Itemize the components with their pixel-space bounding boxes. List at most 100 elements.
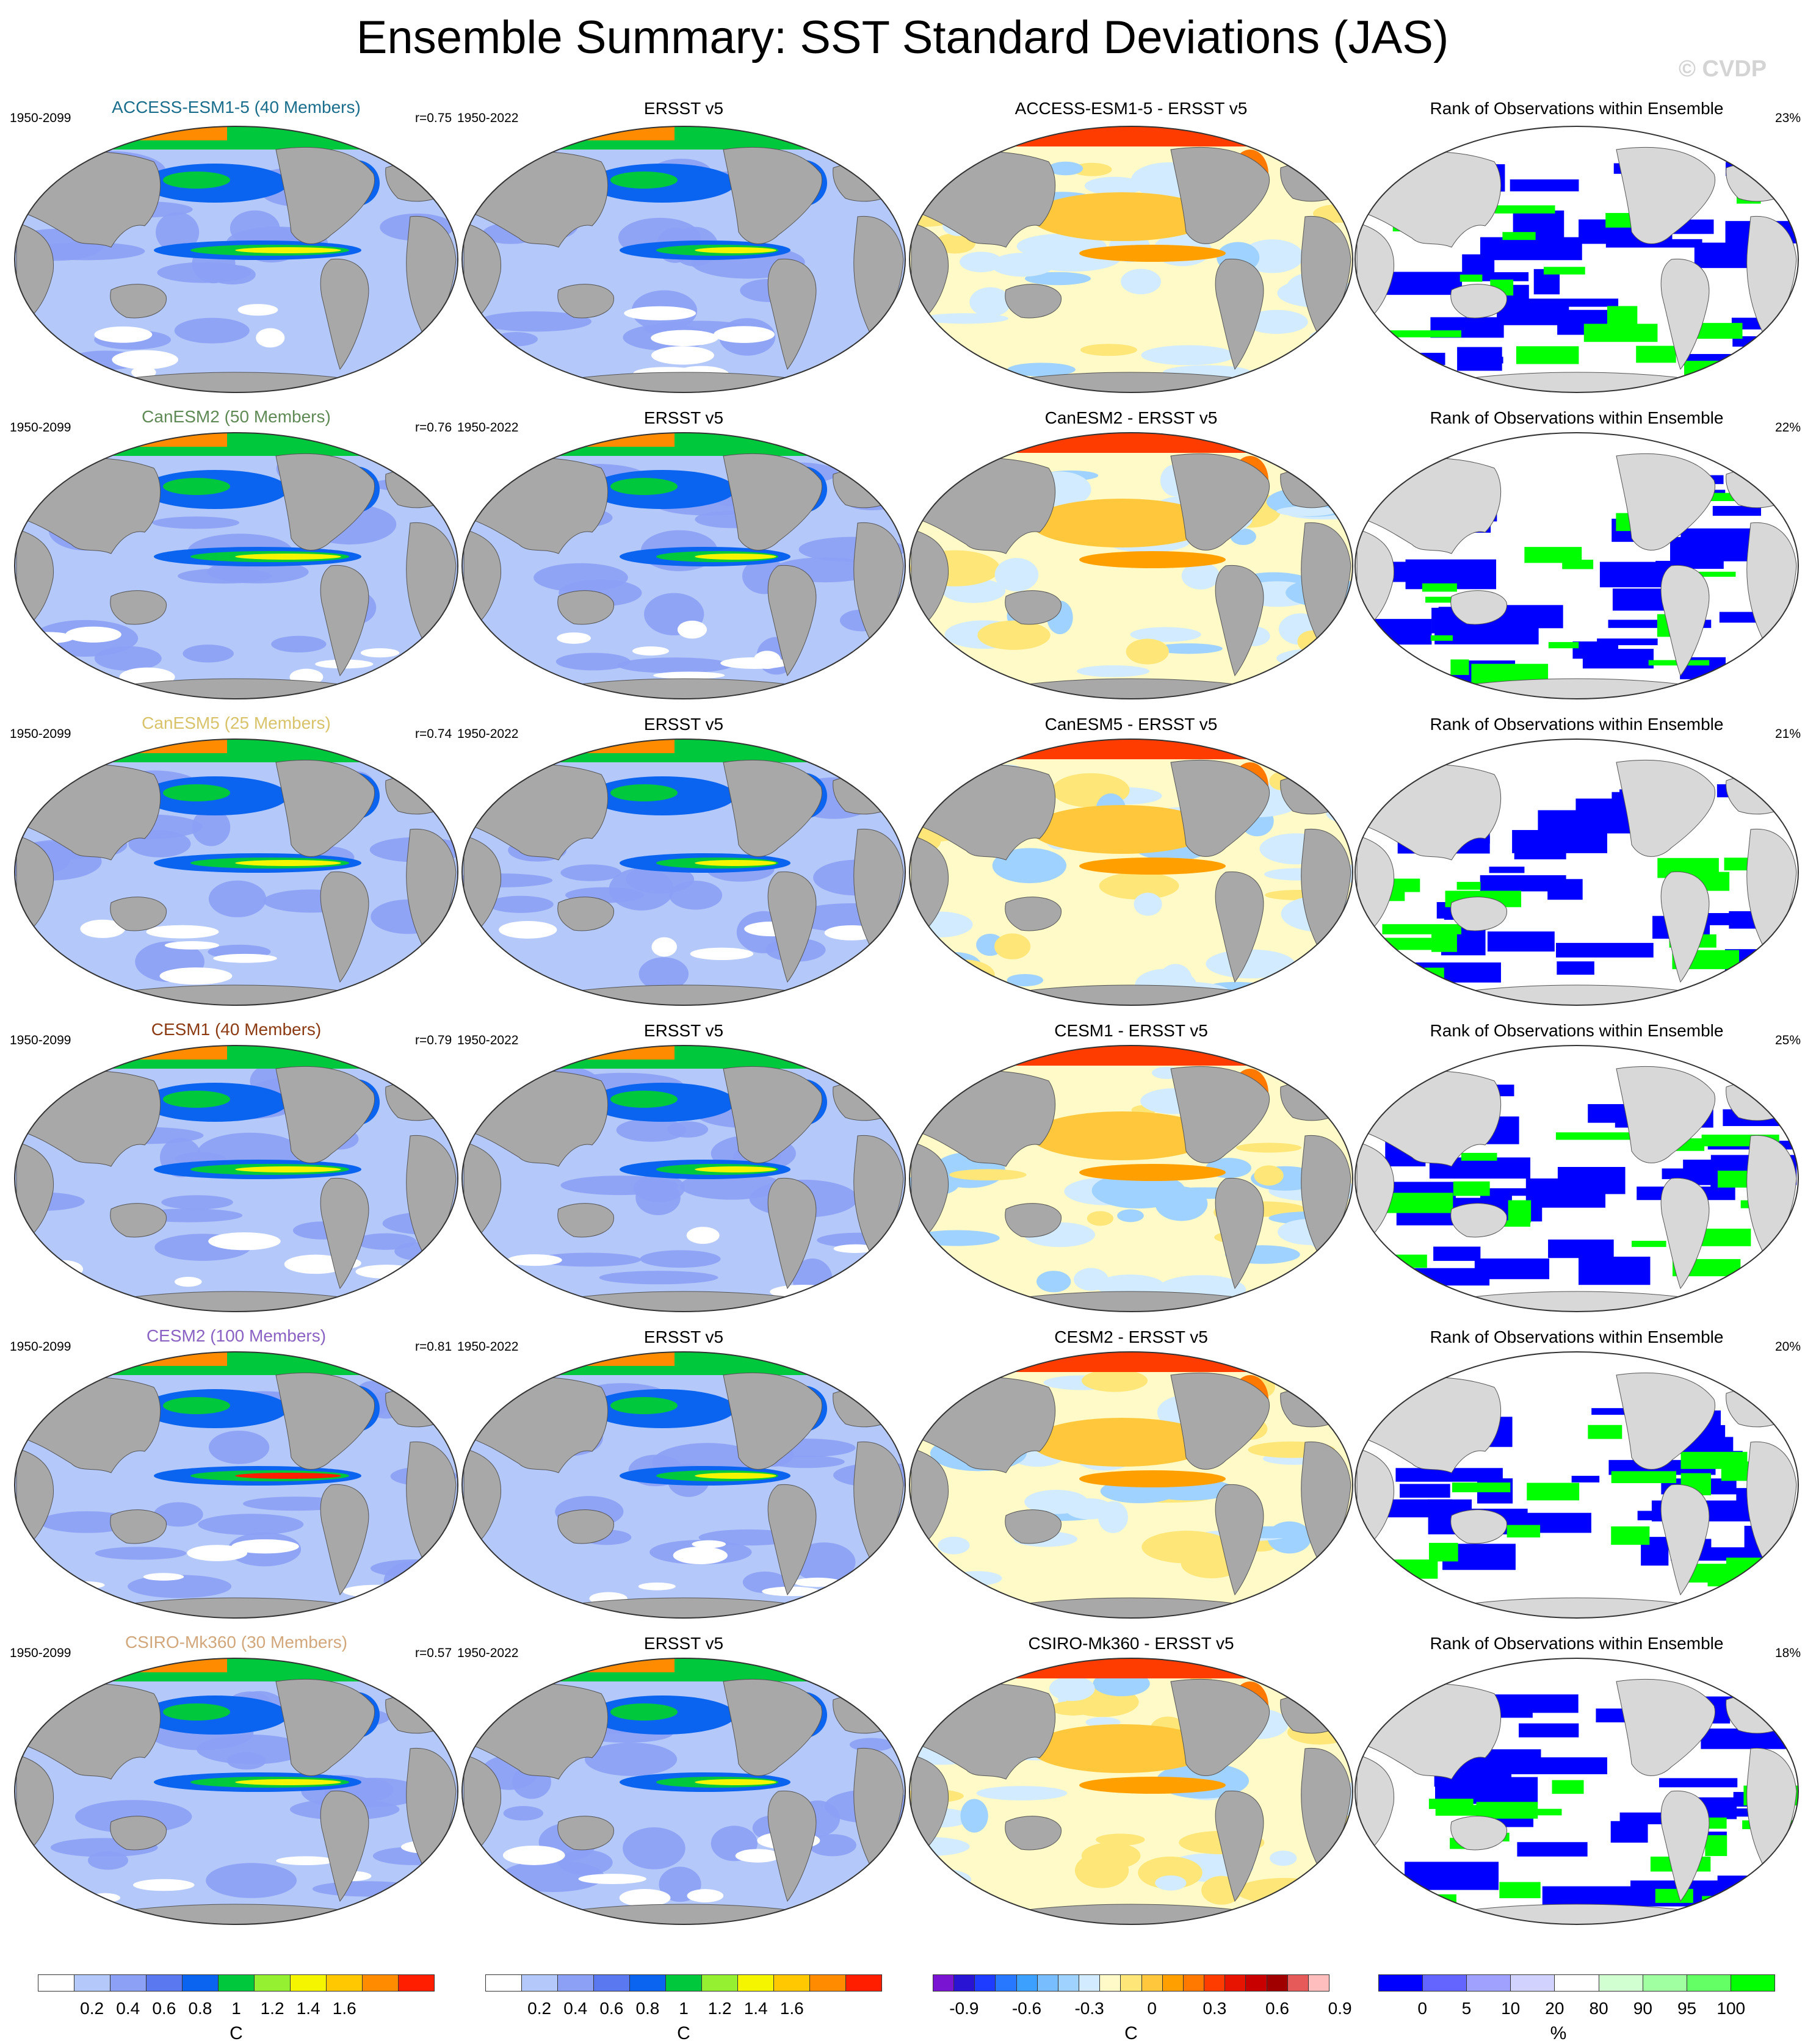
- colorbar-swatch: [1687, 1975, 1731, 1991]
- obs-panel-title: ERSST v5: [643, 1021, 724, 1040]
- diff-panel-title: CESM2 - ERSST v5: [1054, 1327, 1208, 1346]
- colorbar-tick-label: 1: [679, 1999, 689, 2018]
- rank-panel-title: Rank of Observations within Ensemble: [1430, 99, 1724, 118]
- colorbar-swatch: [183, 1975, 219, 1991]
- colorbar-tick-label: 0.8: [188, 1999, 212, 2018]
- colorbar-swatch: [666, 1975, 702, 1991]
- diff-panel-title: CanESM2 - ERSST v5: [1044, 408, 1218, 427]
- colorbar-swatch: [1643, 1975, 1687, 1991]
- rank-percent: 25%: [1775, 1033, 1801, 1047]
- rank-map-row-1: [1355, 432, 1799, 699]
- obs-period: 1950-2022: [457, 111, 519, 125]
- model-map-row-4: [14, 1351, 458, 1619]
- model-map-row-1: [14, 432, 458, 699]
- diff-map-row-1: [909, 432, 1353, 699]
- colorbar-swatch: [1225, 1975, 1246, 1991]
- colorbar-swatch: [255, 1975, 291, 1991]
- colorbar-swatch: [399, 1975, 434, 1991]
- colorbar-tick-label: 0.6: [599, 1999, 624, 2018]
- obs-period: 1950-2022: [457, 1340, 519, 1354]
- colorbar-swatch: [1511, 1975, 1555, 1991]
- colorbar-swatch: [996, 1975, 1017, 1991]
- rank-panel-title: Rank of Observations within Ensemble: [1430, 715, 1724, 734]
- colorbar-swatch: [219, 1975, 255, 1991]
- obs-period: 1950-2022: [457, 421, 519, 435]
- colorbar-swatch: [1599, 1975, 1643, 1991]
- colorbar-tick-label: 1.6: [780, 1999, 804, 2018]
- colorbar-swatch: [1183, 1975, 1205, 1991]
- colorbar-tick-label: 20: [1545, 1999, 1564, 2018]
- colorbar-tick-label: 95: [1677, 1999, 1697, 2018]
- obs-period: 1950-2022: [457, 727, 519, 741]
- obs-map-row-2: [461, 739, 906, 1006]
- model-period: 1950-2099: [10, 1340, 71, 1354]
- colorbar-tick-label: 10: [1501, 1999, 1521, 2018]
- colorbar-swatch: [738, 1975, 774, 1991]
- model-period: 1950-2099: [10, 111, 71, 125]
- obs-map-row-5: [461, 1658, 906, 1925]
- pattern-correlation: r=0.75: [415, 111, 452, 125]
- diff-panel-title: CESM1 - ERSST v5: [1054, 1021, 1208, 1040]
- obs-panel-title: ERSST v5: [643, 1634, 724, 1653]
- colorbar-swatch: [1121, 1975, 1142, 1991]
- colorbar-tick-label: -0.6: [1011, 1999, 1042, 2018]
- colorbar-swatch: [363, 1975, 399, 1991]
- rank-map-row-0: [1355, 126, 1799, 393]
- colorbar-tick-label: 0.9: [1328, 1999, 1352, 2018]
- model-map-row-2: [14, 739, 458, 1006]
- rank-map-row-4: [1355, 1351, 1799, 1619]
- rank-panel-title: Rank of Observations within Ensemble: [1430, 1327, 1724, 1346]
- model-panel-title: CSIRO-Mk360 (30 Members): [125, 1633, 348, 1652]
- obs-panel-title: ERSST v5: [643, 1327, 724, 1346]
- pattern-correlation: r=0.57: [415, 1646, 452, 1660]
- rank-panel-title: Rank of Observations within Ensemble: [1430, 1021, 1724, 1040]
- colorbar-tick-label: 1.4: [296, 1999, 320, 2018]
- colorbar-unit: C: [677, 2023, 690, 2043]
- colorbar-swatch: [38, 1975, 74, 1991]
- model-panel-title: ACCESS-ESM1-5 (40 Members): [112, 98, 361, 117]
- obs-panel-title: ERSST v5: [643, 408, 724, 427]
- diff-map-row-3: [909, 1045, 1353, 1312]
- model-panel-title: CESM1 (40 Members): [151, 1020, 322, 1039]
- colorbar-swatch: [1287, 1975, 1309, 1991]
- colorbar-swatch: [74, 1975, 110, 1991]
- colorbar-tick-label: 0.6: [152, 1999, 176, 2018]
- colorbar-swatch: [1308, 1975, 1329, 1991]
- colorbar-swatch: [1246, 1975, 1267, 1991]
- colorbar-swatch: [1162, 1975, 1184, 1991]
- rank-panel-title: Rank of Observations within Ensemble: [1430, 1634, 1724, 1653]
- colorbar-tick-label: 0: [1147, 1999, 1157, 2018]
- model-map-row-0: [14, 126, 458, 393]
- figure-title: Ensemble Summary: SST Standard Deviation…: [356, 12, 1449, 63]
- colorbar-swatch: [1379, 1975, 1423, 1991]
- model-panel-title: CESM2 (100 Members): [146, 1326, 327, 1345]
- colorbar-tick-label: 0: [1417, 1999, 1428, 2018]
- colorbar-tick-label: 1.6: [332, 1999, 356, 2018]
- diff-map-row-5: [909, 1658, 1353, 1925]
- colorbar-unit: C: [230, 2023, 243, 2043]
- colorbar-swatch: [558, 1975, 594, 1991]
- model-map-row-5: [14, 1658, 458, 1925]
- rank-map-row-5: [1355, 1658, 1799, 1925]
- colorbar-tick-label: 1.2: [260, 1999, 284, 2018]
- colorbar-swatch: [846, 1975, 881, 1991]
- rank-map-row-3: [1355, 1045, 1799, 1312]
- colorbar-0: [38, 1974, 435, 1992]
- obs-period: 1950-2022: [457, 1033, 519, 1047]
- colorbar-swatch: [486, 1975, 522, 1991]
- colorbar-swatch: [1423, 1975, 1467, 1991]
- colorbar-tick-label: 80: [1589, 1999, 1608, 2018]
- colorbar-tick-label: 0.2: [80, 1999, 104, 2018]
- cvdp-watermark: © CVDP: [1679, 56, 1767, 82]
- colorbar-unit: C: [1124, 2023, 1138, 2043]
- colorbar-tick-label: 0.2: [527, 1999, 552, 2018]
- model-period: 1950-2099: [10, 1033, 71, 1047]
- obs-map-row-4: [461, 1351, 906, 1619]
- pattern-correlation: r=0.79: [415, 1033, 452, 1047]
- colorbar-unit: %: [1550, 2023, 1567, 2043]
- diff-map-row-4: [909, 1351, 1353, 1619]
- colorbar-swatch: [146, 1975, 183, 1991]
- colorbar-tick-label: 0.6: [1265, 1999, 1289, 2018]
- colorbar-tick-label: 90: [1633, 1999, 1652, 2018]
- colorbar-swatch: [810, 1975, 846, 1991]
